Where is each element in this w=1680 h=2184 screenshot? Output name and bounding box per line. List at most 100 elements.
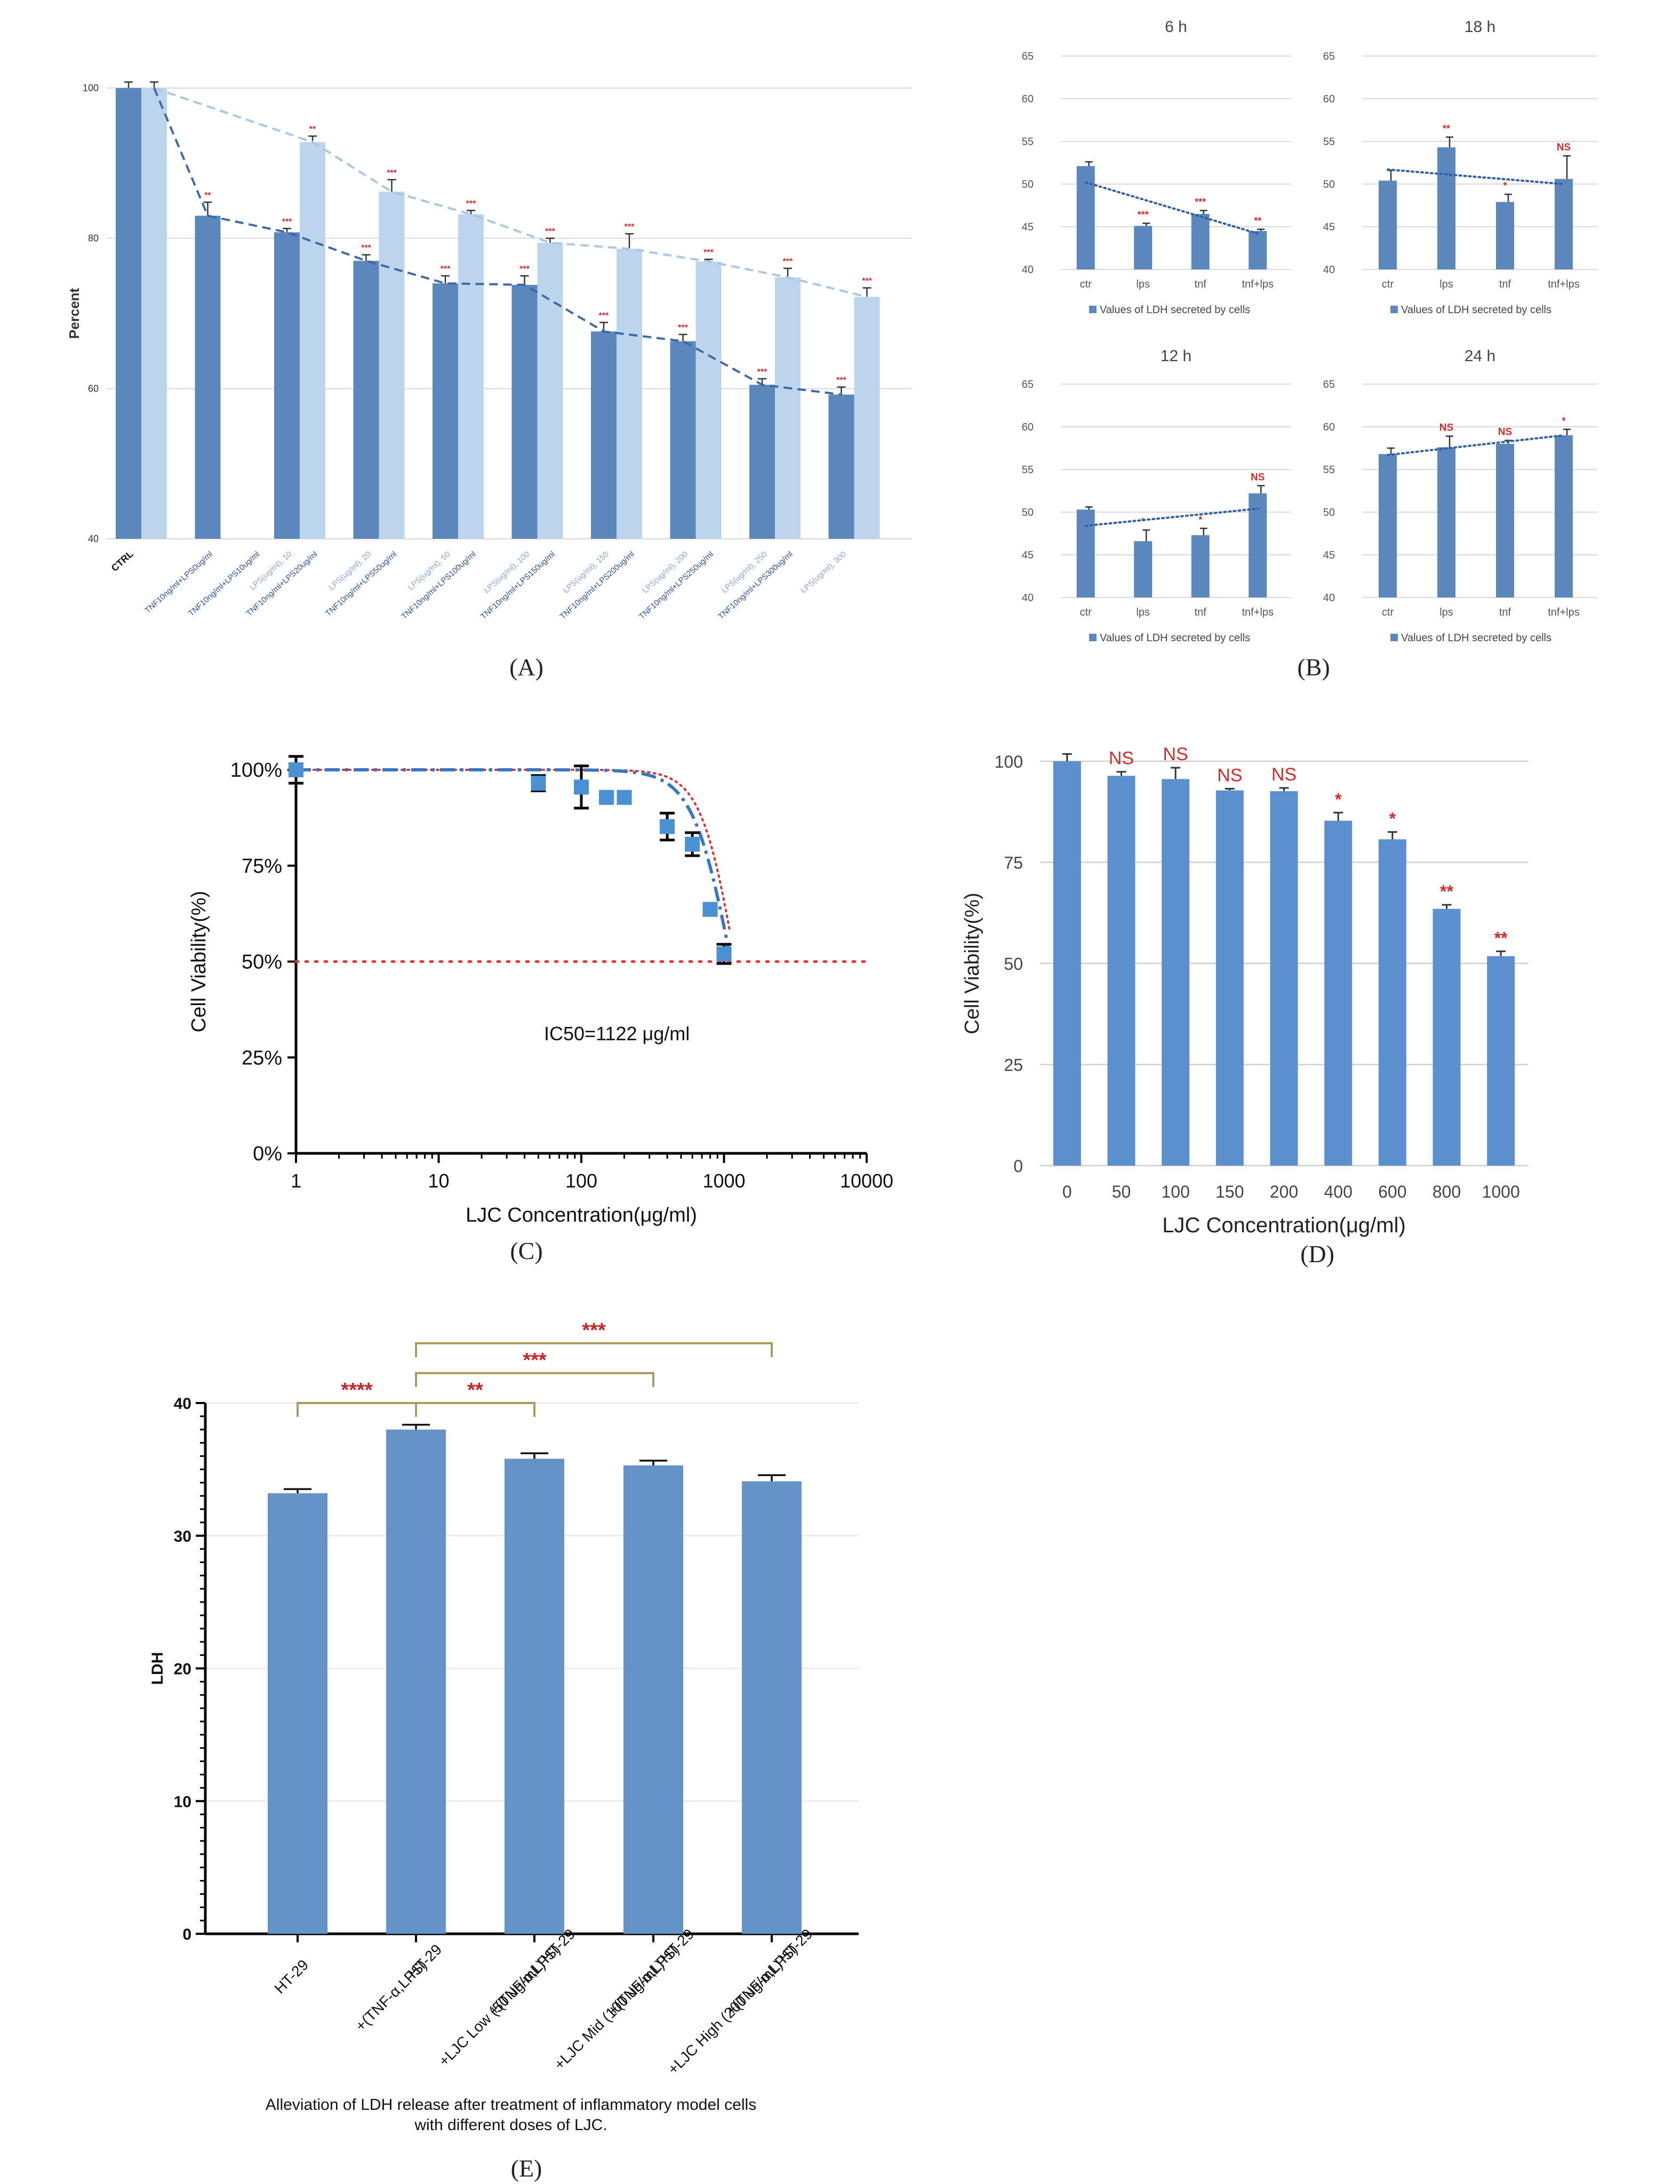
b-y-tick-label: 40 <box>1022 592 1034 604</box>
b-y-tick-label: 45 <box>1323 221 1335 233</box>
a-bar-dark <box>670 341 696 539</box>
d-x-tick-label: 0 <box>1062 1182 1072 1201</box>
b-x-tick-label: tnf <box>1195 278 1207 290</box>
a-bar-light <box>775 277 801 539</box>
b-legend-label: Values of LDH secreted by cells <box>1100 632 1250 644</box>
a-bar-light <box>300 142 325 539</box>
d-significance-label: NS <box>1109 748 1134 769</box>
panel-label-d: (D) <box>1300 1240 1334 1268</box>
d-x-tick-label: 150 <box>1215 1182 1244 1201</box>
d-y-tick-label: 25 <box>1004 1056 1023 1075</box>
c-y-tick-label: 75% <box>242 855 282 878</box>
b-bar <box>1134 226 1153 269</box>
b-significance-label: ** <box>1443 123 1450 134</box>
e-bar <box>742 1481 802 1934</box>
a-bar-dark <box>511 284 538 539</box>
e-y-tick-label: 20 <box>174 1661 191 1678</box>
b-legend-label: Values of LDH secreted by cells <box>1100 304 1250 316</box>
d-bar <box>1107 776 1135 1166</box>
a-bar-light <box>537 243 563 539</box>
b-significance-label: *** <box>1138 210 1149 220</box>
b-trend-line <box>1387 168 1565 185</box>
e-x-tick-label: HT-29 <box>271 1956 311 1997</box>
b-significance-label: *** <box>1195 197 1206 208</box>
b-subplot: 12 h 40 45 50 55 60 65 ctr * lps * tnf NS tnf+lps Valu… <box>1022 347 1291 644</box>
d-x-tick-label: 800 <box>1433 1182 1461 1201</box>
a-bar-dark <box>274 232 300 539</box>
c-x-tick-label: 10 <box>428 1170 449 1192</box>
b-bar <box>1496 444 1514 597</box>
a-bar-dark <box>116 88 141 539</box>
b-bar <box>1191 214 1210 269</box>
a-y-tick-label: 40 <box>88 533 99 544</box>
d-bar <box>1215 790 1244 1166</box>
c-y-tick-label: 50% <box>242 951 282 974</box>
b-y-tick-label: 65 <box>1323 379 1335 390</box>
d-bar <box>1162 779 1190 1166</box>
a-x-tick-label: LPS(ug/ml), 100 <box>482 549 531 595</box>
d-y-axis-title: Cell Viability(%) <box>961 892 983 1034</box>
b-bar <box>1496 202 1514 269</box>
b-significance-label: * <box>1503 180 1507 191</box>
e-x-tick-label: +LJC Low (50 ug/mL) <box>435 1956 548 2069</box>
d-bar <box>1433 908 1461 1166</box>
e-comparison-bracket <box>415 1342 773 1357</box>
c-x-tick-label: 100 <box>565 1170 597 1192</box>
b-x-tick-label: tnf <box>1195 607 1207 618</box>
b-x-tick-label: lps <box>1439 278 1453 290</box>
e-bar <box>623 1465 683 1934</box>
b-bar <box>1555 435 1573 597</box>
e-x-tick-label: +LJC Mid (100 ug/mL) <box>551 1956 667 2073</box>
c-ic50-annotation: IC50=1122 μg/ml <box>544 1023 690 1045</box>
b-y-tick-label: 55 <box>1323 136 1335 148</box>
b-y-tick-label: 55 <box>1323 464 1335 476</box>
a-x-tick-label: LPS(ug/ml), 50 <box>406 549 452 592</box>
a-bar-light <box>141 88 167 539</box>
b-significance-label: ** <box>1254 216 1261 226</box>
b-bar <box>1437 447 1455 597</box>
b-x-tick-label: ctr <box>1382 278 1394 290</box>
a-bar-dark <box>828 394 854 539</box>
e-y-tick-label: 0 <box>182 1926 191 1943</box>
b-bar <box>1249 493 1267 597</box>
a-significance-label: *** <box>757 368 767 377</box>
b-y-tick-label: 65 <box>1022 379 1034 390</box>
d-bar <box>1270 791 1298 1166</box>
b-y-tick-label: 60 <box>1323 93 1335 105</box>
a-x-tick-label: LPS(ug/ml), 250 <box>720 549 769 595</box>
a-x-tick-label: LPS(ug/ml), 150 <box>562 549 611 595</box>
c-data-point <box>574 779 589 795</box>
b-legend-swatch <box>1390 634 1398 641</box>
b-y-tick-label: 45 <box>1022 221 1034 233</box>
b-trend-line <box>1387 434 1565 456</box>
b-significance-label: * <box>1562 416 1565 426</box>
d-significance-label: ** <box>1440 882 1453 901</box>
a-significance-label: *** <box>387 169 397 178</box>
a-x-tick-label: CTRL <box>109 548 135 573</box>
b-significance-label: NS <box>1439 423 1453 434</box>
c-data-point <box>660 819 675 834</box>
e-bar <box>386 1429 446 1934</box>
d-bar <box>1324 820 1353 1166</box>
c-data-point <box>685 836 700 852</box>
c-y-tick-label: 25% <box>242 1047 282 1069</box>
b-significance-label: * <box>1141 516 1145 527</box>
d-bar <box>1487 956 1515 1166</box>
a-x-tick-label: LPS(ug/ml), 300 <box>799 549 848 595</box>
b-x-tick-label: tnf+lps <box>1242 278 1274 290</box>
b-x-tick-label: ctr <box>1080 607 1092 618</box>
a-trend-line-light <box>154 87 867 298</box>
d-bar <box>1378 839 1406 1166</box>
a-significance-label: *** <box>282 217 292 226</box>
e-y-tick-label: 40 <box>174 1395 191 1413</box>
a-y-tick-label: 100 <box>83 83 99 93</box>
a-y-axis-title: Percent <box>66 288 82 339</box>
a-significance-label: *** <box>678 323 688 332</box>
d-x-tick-label: 100 <box>1161 1182 1189 1201</box>
e-y-axis-title: LDH <box>149 1652 166 1685</box>
e-significance-label: *** <box>523 1349 547 1372</box>
b-subplot-title: 24 h <box>1465 347 1495 365</box>
b-x-tick-label: tnf+lps <box>1548 278 1579 290</box>
d-significance-label: NS <box>1217 766 1242 786</box>
